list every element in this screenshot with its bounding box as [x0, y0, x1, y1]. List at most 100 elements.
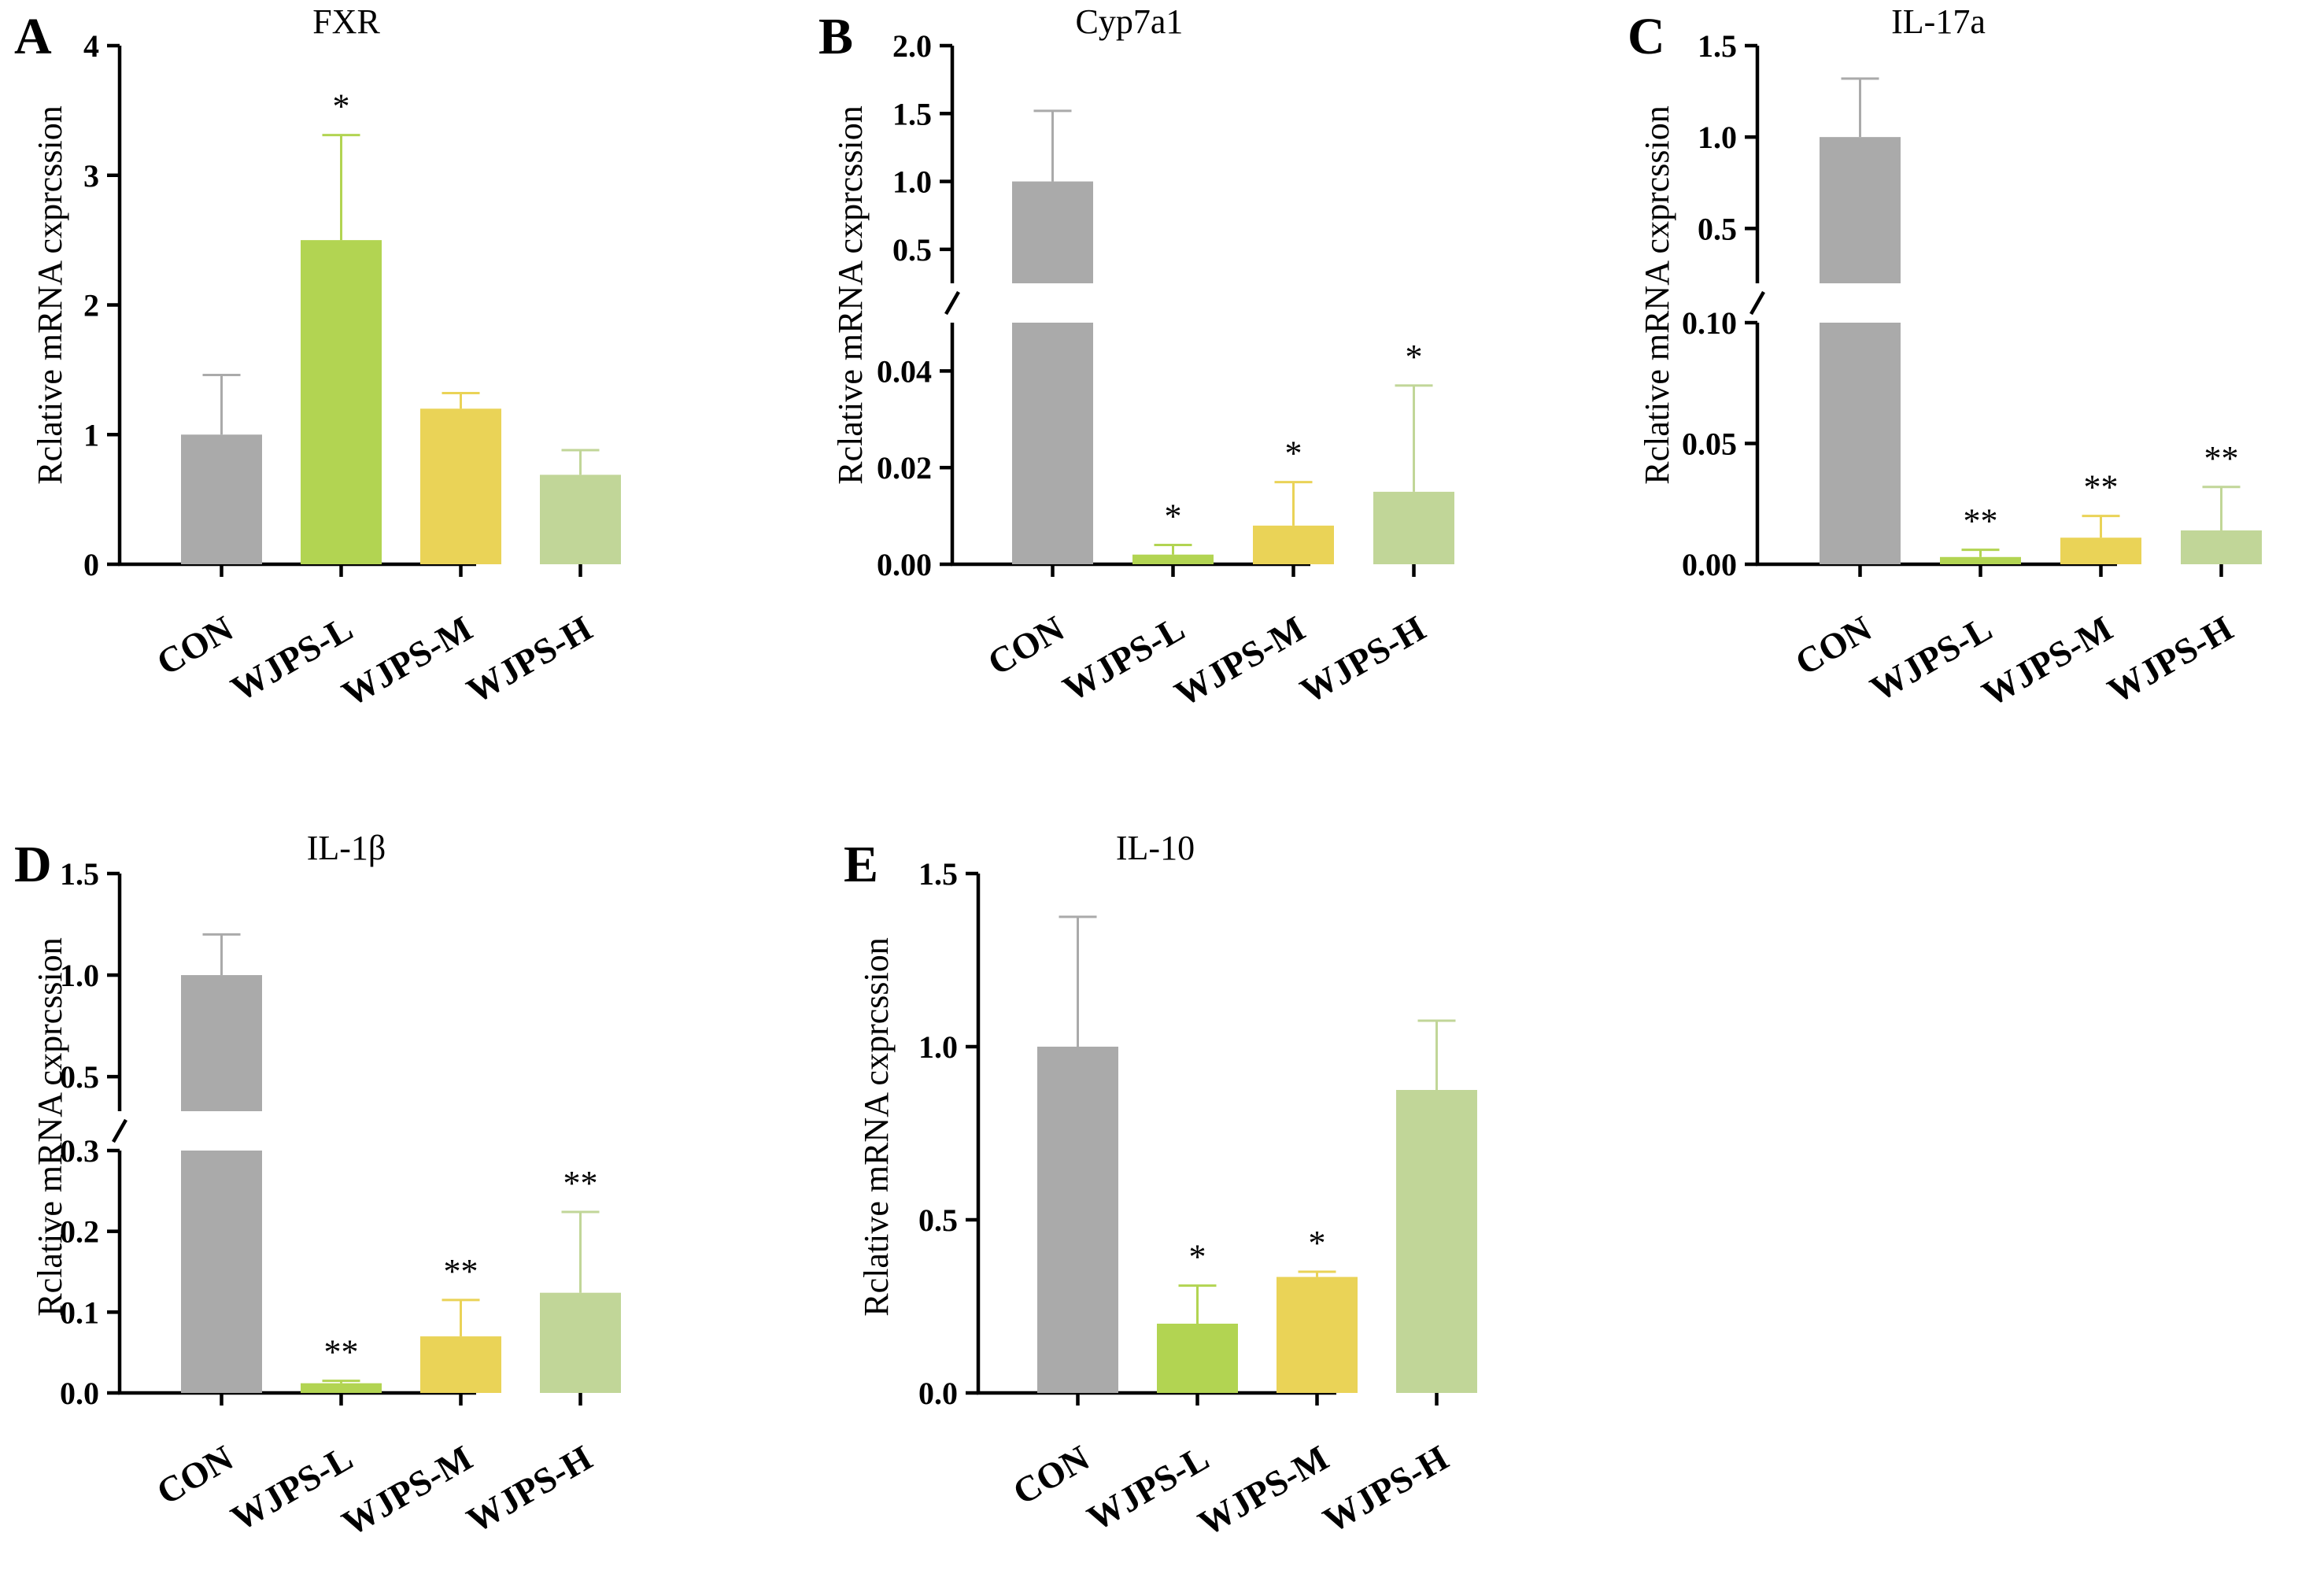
x-tick-label-wjps-l: WJPS-L — [1081, 1437, 1216, 1539]
y-tick-label: 0.5 — [60, 1059, 99, 1095]
x-tick-label-wjps-m: WJPS-M — [335, 1437, 479, 1543]
bar-con — [1012, 181, 1093, 283]
bar-wjps-l — [1132, 554, 1214, 564]
y-tick-label: 0.0 — [60, 1376, 99, 1411]
axis-break-mark — [944, 290, 960, 316]
y-tick-label: 1.5 — [60, 856, 99, 892]
bar-con — [1037, 1047, 1118, 1393]
significance-wjps-h: ** — [2204, 439, 2239, 478]
chart-title: FXR — [312, 2, 380, 41]
y-axis-label: Rclative mRNA cxprcssion — [31, 105, 69, 485]
y-tick-label: 1.0 — [60, 958, 99, 993]
significance-wjps-l: * — [333, 87, 350, 126]
x-tick-label-wjps-h: WJPS-H — [1294, 608, 1432, 711]
x-tick-label-con: CON — [150, 608, 239, 682]
y-axis-label: Rclative mRNA cxprcssion — [1638, 105, 1676, 485]
y-tick-label: 0.3 — [60, 1133, 99, 1169]
bar-con-lower — [1820, 323, 1901, 564]
y-axis-label: Rclative mRNA cxprcssion — [31, 937, 69, 1317]
panel-letter: E — [844, 836, 878, 893]
bar-wjps-h — [2181, 530, 2262, 564]
significance-wjps-l: * — [1165, 497, 1182, 535]
bar-con — [1820, 137, 1901, 283]
bar-wjps-l — [1940, 556, 2021, 564]
panel-E: E IL-10 Rclative mRNA cxprcssion 0.0 0.5 1.0 1… — [844, 829, 1477, 1543]
panel-letter: D — [14, 836, 52, 893]
y-tick-label: 4 — [83, 28, 99, 64]
bar-con-lower — [181, 1151, 262, 1393]
bar-wjps-h — [1373, 491, 1454, 564]
bar-wjps-m — [420, 408, 501, 564]
x-tick-label-wjps-l: WJPS-L — [1056, 608, 1192, 709]
x-tick-label-wjps-h: WJPS-H — [1317, 1437, 1455, 1540]
panel-B: B Cyp7a1 Rclative mRNA cxprcssion 0.00 0.02 0… — [818, 2, 1454, 714]
x-tick-label-con: CON — [981, 608, 1070, 682]
x-tick-label-wjps-l: WJPS-L — [224, 608, 360, 709]
y-tick-label: 0.0 — [918, 1376, 958, 1411]
x-tick-label-wjps-m: WJPS-M — [1975, 608, 2119, 714]
bar-wjps-l — [301, 240, 382, 564]
y-tick-label: 1.0 — [892, 164, 932, 200]
panel-D: D IL-1β Rclative mRNA cxprcssion 0.0 0.1 0.2 0… — [14, 829, 621, 1543]
bar-wjps-m — [1277, 1276, 1358, 1393]
y-tick-label: 0.5 — [892, 232, 932, 268]
y-tick-label: 2 — [83, 288, 99, 323]
x-tick-label-con: CON — [1006, 1437, 1095, 1512]
y-tick-label: 0.02 — [877, 450, 932, 486]
y-tick-label: 1.5 — [918, 856, 958, 892]
bar-con — [181, 434, 262, 564]
bar-wjps-h — [540, 475, 621, 564]
y-tick-label: 0.5 — [1698, 211, 1737, 246]
panel-letter: C — [1628, 8, 1665, 65]
chart-title: IL-17a — [1891, 2, 1986, 41]
panel-C: C IL-17a Rclative mRNA cxprcssion 0.00 0.05 0… — [1628, 2, 2262, 714]
y-axis-label: Rclative mRNA cxprcssion — [857, 937, 896, 1317]
y-tick-label: 0.05 — [1682, 427, 1737, 462]
y-tick-label: 3 — [83, 158, 99, 194]
y-tick-label: 0.2 — [60, 1214, 99, 1250]
x-tick-label-wjps-h: WJPS-H — [460, 1437, 599, 1540]
x-tick-label-wjps-m: WJPS-M — [1168, 608, 1312, 714]
y-tick-label: 0.00 — [1682, 547, 1737, 582]
significance-wjps-m: * — [1285, 434, 1302, 473]
y-tick-label: 1.0 — [1698, 120, 1737, 155]
y-tick-label: 2.0 — [892, 28, 932, 64]
y-axis-label: Rclative mRNA cxprcssion — [831, 105, 870, 485]
y-tick-label: 0.10 — [1682, 305, 1737, 341]
x-tick-label-wjps-l: WJPS-L — [1864, 608, 1999, 709]
y-tick-label: 0.00 — [877, 547, 932, 582]
axis-break-mark — [112, 1118, 127, 1143]
panel-A: A FXR Rclative mRNA cxprcssion 0 1 2 3 4 CON * WJP… — [14, 2, 621, 714]
significance-wjps-l: ** — [1964, 502, 1998, 541]
bar-wjps-h — [1396, 1090, 1477, 1393]
bar-wjps-m — [420, 1336, 501, 1393]
significance-wjps-l: ** — [324, 1333, 359, 1372]
y-tick-label: 0.5 — [918, 1202, 958, 1238]
bar-wjps-m — [1253, 525, 1334, 564]
chart-title: IL-1β — [307, 829, 386, 867]
significance-wjps-h: ** — [563, 1164, 598, 1202]
bar-con — [181, 975, 262, 1111]
x-tick-label-con: CON — [150, 1437, 239, 1512]
panel-letter: B — [818, 8, 853, 65]
x-tick-label-wjps-m: WJPS-M — [335, 608, 479, 714]
y-tick-label: 0.1 — [60, 1295, 99, 1330]
chart-title: Cyp7a1 — [1076, 2, 1184, 41]
x-tick-label-wjps-h: WJPS-H — [460, 608, 599, 711]
x-tick-label-con: CON — [1788, 608, 1878, 682]
x-tick-label-wjps-l: WJPS-L — [224, 1437, 360, 1539]
y-tick-label: 0 — [83, 547, 99, 582]
bar-con-lower — [1012, 323, 1093, 564]
bar-wjps-h — [540, 1292, 621, 1393]
significance-wjps-l: * — [1189, 1238, 1206, 1276]
significance-wjps-m: ** — [2084, 468, 2119, 507]
y-tick-label: 1.5 — [892, 96, 932, 131]
bar-wjps-l — [301, 1383, 382, 1393]
y-tick-label: 1.5 — [1698, 28, 1737, 64]
x-tick-label-wjps-m: WJPS-M — [1192, 1437, 1336, 1543]
significance-wjps-m: ** — [444, 1252, 478, 1291]
panel-letter: A — [14, 8, 52, 65]
x-tick-label-wjps-h: WJPS-H — [2101, 608, 2240, 711]
y-tick-label: 0.04 — [877, 353, 932, 389]
